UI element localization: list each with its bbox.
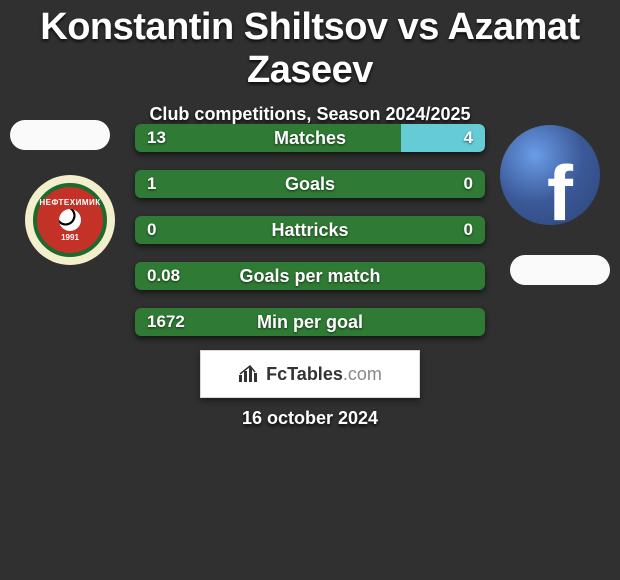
stat-value-left: 13 — [147, 124, 166, 152]
club-badge-year: 1991 — [61, 233, 79, 242]
bars-chart-icon — [238, 365, 260, 383]
player-right-avatar — [510, 255, 610, 285]
player-left-avatar — [10, 120, 110, 150]
stat-label: Goals per match — [135, 262, 485, 290]
stat-value-left: 1 — [147, 170, 156, 198]
stats-container: Matches134Goals10Hattricks00Goals per ma… — [135, 124, 485, 354]
stat-row: Goals1 0 — [135, 170, 485, 198]
stat-value-right: 0 — [464, 170, 473, 198]
branding-text: FcTables.com — [266, 364, 382, 385]
page-title: Konstantin Shiltsov vs Azamat Zaseev — [0, 0, 620, 92]
facebook-icon[interactable]: f — [500, 125, 600, 225]
stat-row: Matches13 4 — [135, 124, 485, 152]
stat-value-left: 1672 — [147, 308, 185, 336]
stat-label: Goals — [135, 170, 485, 198]
soccer-ball-icon — [59, 209, 81, 231]
stat-row: Goals per match0.08 — [135, 262, 485, 290]
stat-value-left: 0.08 — [147, 262, 180, 290]
branding-box[interactable]: FcTables.com — [200, 350, 420, 398]
club-badge-text: НЕФТЕХИМИК — [39, 198, 100, 207]
stat-label: Matches — [135, 124, 485, 152]
stat-value-right: 4 — [464, 124, 473, 152]
club-badge-left: НЕФТЕХИМИК 1991 — [20, 170, 120, 270]
stat-label: Hattricks — [135, 216, 485, 244]
stat-row: Min per goal1672 — [135, 308, 485, 336]
facebook-f-glyph: f — [547, 148, 573, 226]
stat-value-left: 0 — [147, 216, 156, 244]
stat-value-right: 0 — [464, 216, 473, 244]
stat-row: Hattricks0 0 — [135, 216, 485, 244]
footer-date: 16 october 2024 — [0, 408, 620, 429]
stat-label: Min per goal — [135, 308, 485, 336]
